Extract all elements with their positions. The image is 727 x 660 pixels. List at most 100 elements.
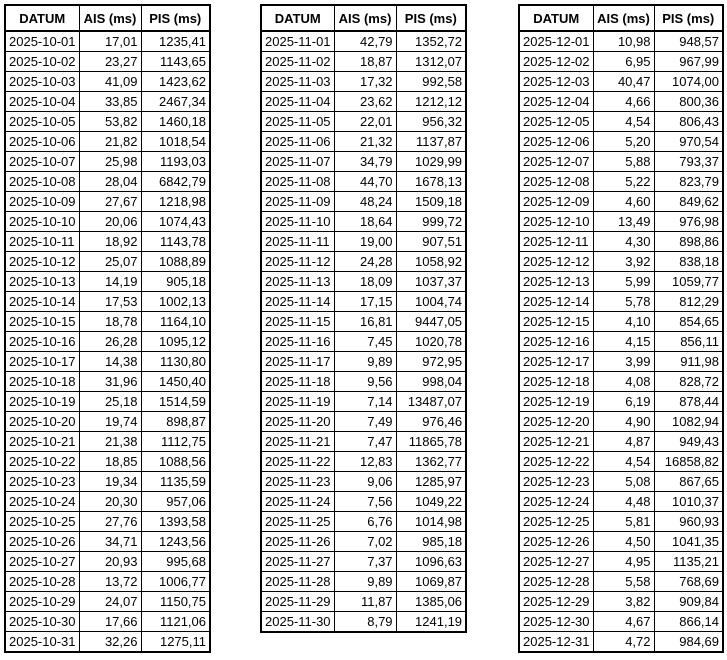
date-cell: 2025-10-29 (4, 591, 80, 612)
table-row: 2025-12-28 5,58 768,69 (518, 571, 724, 592)
value-cell: 1006,77 (140, 571, 211, 592)
table-row: 2025-11-11 19,00 907,51 (260, 231, 467, 252)
date-cell: 2025-12-19 (518, 391, 594, 412)
date-cell: 2025-10-07 (4, 151, 80, 172)
table-row: 2025-12-05 4,54 806,43 (518, 111, 724, 132)
date-cell: 2025-11-08 (260, 171, 335, 192)
value-cell: 16,81 (333, 311, 397, 332)
value-cell: 1020,78 (395, 331, 467, 352)
value-cell: 957,06 (140, 491, 211, 512)
value-cell: 909,84 (653, 591, 724, 612)
value-cell: 1514,59 (140, 391, 211, 412)
value-cell: 4,87 (592, 431, 655, 452)
table-row: 2025-10-06 21,82 1018,54 (4, 131, 211, 152)
data-table: DATUM AIS (ms) PIS (ms) 2025-11-01 42,79 1352… (260, 4, 468, 633)
value-cell: 911,98 (653, 351, 724, 372)
value-cell: 2467,34 (140, 91, 211, 112)
table-row: 2025-10-04 33,85 2467,34 (4, 91, 211, 112)
table-row: 2025-10-31 32,26 1275,11 (4, 631, 211, 653)
value-cell: 4,50 (592, 531, 655, 552)
value-cell: 985,18 (395, 531, 467, 552)
table-row: 2025-12-26 4,50 1041,35 (518, 531, 724, 552)
date-cell: 2025-10-01 (4, 30, 80, 52)
table-row: 2025-11-17 9,89 972,95 (260, 351, 467, 372)
date-cell: 2025-12-23 (518, 471, 594, 492)
value-cell: 12,83 (333, 451, 397, 472)
value-cell: 53,82 (78, 111, 142, 132)
table-row: 2025-11-18 9,56 998,04 (260, 371, 467, 392)
value-cell: 5,99 (592, 271, 655, 292)
header-row: DATUM AIS (ms) PIS (ms) (4, 4, 211, 32)
date-cell: 2025-10-17 (4, 351, 80, 372)
value-cell: 17,32 (333, 71, 397, 92)
date-cell: 2025-11-06 (260, 131, 335, 152)
value-cell: 48,24 (333, 191, 397, 212)
table-row: 2025-10-12 25,07 1088,89 (4, 251, 211, 272)
table-row: 2025-10-23 19,34 1135,59 (4, 471, 211, 492)
value-cell: 34,71 (78, 531, 142, 552)
table-row: 2025-12-25 5,81 960,93 (518, 511, 724, 532)
value-cell: 1393,58 (140, 511, 211, 532)
table-row: 2025-11-19 7,14 13487,07 (260, 391, 467, 412)
table-row: 2025-10-01 17,01 1235,41 (4, 30, 211, 52)
value-cell: 823,79 (653, 171, 724, 192)
value-cell: 4,72 (592, 631, 655, 653)
value-cell: 1143,65 (140, 51, 211, 72)
table-row: 2025-10-08 28,04 6842,79 (4, 171, 211, 192)
value-cell: 960,93 (653, 511, 724, 532)
date-cell: 2025-12-07 (518, 151, 594, 172)
value-cell: 1074,00 (653, 71, 724, 92)
date-cell: 2025-11-04 (260, 91, 335, 112)
date-cell: 2025-10-19 (4, 391, 80, 412)
date-cell: 2025-12-25 (518, 511, 594, 532)
date-cell: 2025-10-23 (4, 471, 80, 492)
value-cell: 5,08 (592, 471, 655, 492)
table-row: 2025-11-27 7,37 1096,63 (260, 551, 467, 572)
value-cell: 1235,41 (140, 30, 211, 52)
header-row: DATUM AIS (ms) PIS (ms) (518, 4, 724, 32)
date-cell: 2025-10-31 (4, 631, 80, 653)
value-cell: 25,18 (78, 391, 142, 412)
date-cell: 2025-10-06 (4, 131, 80, 152)
value-cell: 7,47 (333, 431, 397, 452)
table-row: 2025-10-14 17,53 1002,13 (4, 291, 211, 312)
date-cell: 2025-10-13 (4, 271, 80, 292)
value-cell: 812,29 (653, 291, 724, 312)
date-cell: 2025-11-11 (260, 231, 335, 252)
value-cell: 4,15 (592, 331, 655, 352)
table-row: 2025-11-15 16,81 9447,05 (260, 311, 467, 332)
date-cell: 2025-11-02 (260, 51, 335, 72)
date-cell: 2025-11-14 (260, 291, 335, 312)
value-cell: 1678,13 (395, 171, 467, 192)
date-cell: 2025-10-28 (4, 571, 80, 592)
table-row: 2025-12-20 4,90 1082,94 (518, 411, 724, 432)
value-cell: 10,98 (592, 30, 655, 52)
value-cell: 948,57 (653, 30, 724, 52)
date-cell: 2025-10-21 (4, 431, 80, 452)
value-cell: 19,00 (333, 231, 397, 252)
date-cell: 2025-12-08 (518, 171, 594, 192)
date-cell: 2025-12-04 (518, 91, 594, 112)
date-cell: 2025-11-15 (260, 311, 335, 332)
value-cell: 17,53 (78, 291, 142, 312)
table-row: 2025-12-24 4,48 1010,37 (518, 491, 724, 512)
value-cell: 949,43 (653, 431, 724, 452)
value-cell: 793,37 (653, 151, 724, 172)
date-cell: 2025-12-26 (518, 531, 594, 552)
value-cell: 7,49 (333, 411, 397, 432)
value-cell: 5,78 (592, 291, 655, 312)
value-cell: 1058,92 (395, 251, 467, 272)
value-cell: 24,28 (333, 251, 397, 272)
table-row: 2025-10-25 27,76 1393,58 (4, 511, 211, 532)
date-cell: 2025-12-24 (518, 491, 594, 512)
table-row: 2025-12-04 4,66 800,36 (518, 91, 724, 112)
date-cell: 2025-11-18 (260, 371, 335, 392)
value-cell: 13,49 (592, 211, 655, 232)
value-cell: 7,37 (333, 551, 397, 572)
date-cell: 2025-11-22 (260, 451, 335, 472)
value-cell: 1275,11 (140, 631, 211, 653)
table-row: 2025-10-30 17,66 1121,06 (4, 611, 211, 632)
table-row: 2025-12-27 4,95 1135,21 (518, 551, 724, 572)
value-cell: 999,72 (395, 211, 467, 232)
table-row: 2025-10-11 18,92 1143,78 (4, 231, 211, 252)
